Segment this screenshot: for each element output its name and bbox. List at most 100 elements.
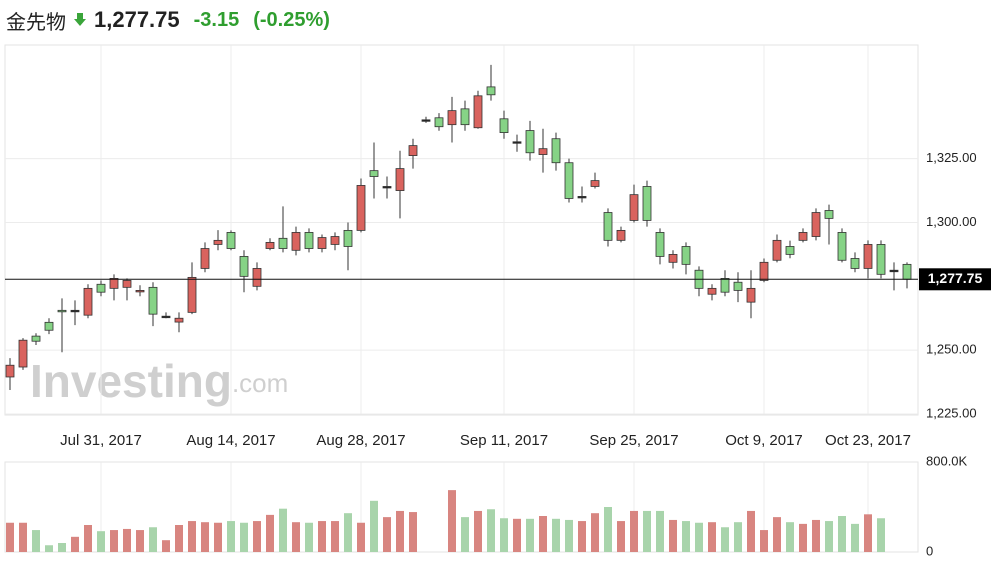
- volume-bar: [786, 522, 794, 552]
- x-tick-label: Oct 23, 2017: [825, 432, 911, 449]
- candle-body: [707, 287, 717, 295]
- change-pct: (-0.25%): [253, 8, 330, 31]
- candle-body: [902, 263, 912, 280]
- volume-bar: [253, 521, 261, 552]
- candle-body: [174, 317, 184, 323]
- volume-bar: [799, 523, 807, 552]
- candle-body: [278, 237, 288, 249]
- x-tick-label: Oct 9, 2017: [725, 432, 803, 449]
- volume-bar: [591, 513, 599, 552]
- price: 1,277.75: [94, 7, 180, 32]
- candle-body: [824, 210, 834, 219]
- candle-body: [5, 364, 15, 378]
- candle-body: [96, 283, 106, 293]
- volume-bar: [448, 490, 456, 552]
- volume-bar: [149, 527, 157, 552]
- candle-body: [876, 244, 886, 275]
- candle-body: [798, 232, 808, 241]
- volume-bar: [578, 521, 586, 552]
- candle-body: [577, 196, 587, 199]
- candle-body: [655, 232, 665, 257]
- volume-bar: [19, 522, 27, 552]
- candle-body: [304, 232, 314, 249]
- candle-body: [460, 108, 470, 126]
- candle-body: [551, 138, 561, 164]
- x-tick-label: Aug 14, 2017: [186, 432, 275, 449]
- candle-body: [590, 180, 600, 187]
- volume-bar: [266, 514, 274, 552]
- candle-body: [317, 237, 327, 249]
- change: -3.15: [193, 8, 240, 31]
- x-tick-label: Aug 28, 2017: [316, 432, 405, 449]
- candle-body: [785, 246, 795, 255]
- last-price-label: 1,277.75: [928, 270, 983, 286]
- candle-body: [850, 258, 860, 269]
- volume-bar: [773, 517, 781, 552]
- volume-bar: [474, 510, 482, 552]
- volume-bar: [656, 510, 664, 552]
- candle-body: [70, 309, 80, 313]
- y-tick-label: 1,250.00: [926, 342, 977, 357]
- candle-body: [512, 141, 522, 144]
- volume-bar: [617, 521, 625, 552]
- candle-body: [772, 239, 782, 261]
- volume-bar: [123, 528, 131, 552]
- candle-body: [109, 278, 119, 289]
- x-tick-label: Jul 31, 2017: [60, 432, 142, 449]
- watermark: Investing.com: [30, 355, 288, 407]
- volume-bar: [812, 519, 820, 552]
- candle-body: [642, 186, 652, 221]
- volume-bar: [45, 545, 53, 552]
- candle-body: [291, 232, 301, 251]
- volume-bar: [97, 531, 105, 552]
- volume-bar: [864, 514, 872, 552]
- candle-body: [720, 278, 730, 293]
- volume-bar: [370, 500, 378, 552]
- volume-bar: [318, 521, 326, 552]
- volume-bar: [162, 540, 170, 552]
- volume-bar: [188, 521, 196, 552]
- candle-body: [252, 268, 262, 287]
- volume-bar: [500, 518, 508, 552]
- candle-body: [239, 256, 249, 277]
- candle-body: [863, 244, 873, 269]
- candle-body: [421, 119, 431, 122]
- candle-body: [369, 170, 379, 177]
- candle-body: [135, 290, 145, 293]
- volume-bar: [357, 522, 365, 552]
- volume-bar: [175, 525, 183, 552]
- y-tick-label: 1,225.00: [926, 405, 977, 420]
- candle-body: [434, 117, 444, 128]
- candle-body: [447, 110, 457, 126]
- candle-body: [356, 185, 366, 231]
- volume-bar: [344, 513, 352, 552]
- candle-body: [200, 248, 210, 269]
- volume-bar: [708, 522, 716, 552]
- down-arrow: [74, 13, 86, 26]
- candle-body: [629, 194, 639, 221]
- candle-body: [538, 148, 548, 155]
- candle-body: [837, 232, 847, 261]
- volume-bar: [539, 516, 547, 552]
- candle-body: [603, 212, 613, 241]
- candle-body: [330, 236, 340, 245]
- volume-bar: [396, 510, 404, 552]
- candle-body: [395, 168, 405, 191]
- candle-body: [265, 241, 275, 249]
- candle-body: [486, 86, 496, 96]
- candle-body: [213, 239, 223, 245]
- candle-body: [746, 287, 756, 303]
- candle-body: [681, 246, 691, 265]
- volume-bar: [747, 510, 755, 552]
- x-tick-label: Sep 11, 2017: [460, 432, 548, 449]
- volume-bar: [760, 530, 768, 552]
- volume-bar: [6, 522, 14, 552]
- candle-body: [499, 118, 509, 133]
- volume-bar: [331, 521, 339, 552]
- candle-body: [57, 309, 67, 313]
- volume-bar: [682, 521, 690, 552]
- volume-bar: [58, 543, 66, 552]
- volume-bar: [604, 507, 612, 552]
- volume-tick-label: 0: [926, 543, 933, 558]
- volume-bar: [669, 519, 677, 552]
